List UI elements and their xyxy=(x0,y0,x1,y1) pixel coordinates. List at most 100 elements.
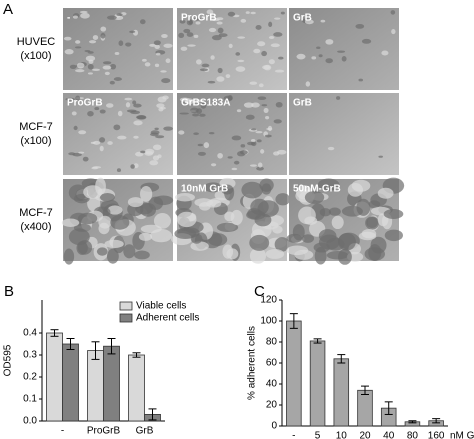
y-tick-label: 80 xyxy=(266,337,278,348)
x-tick-label: ProGrB xyxy=(87,426,121,437)
error-bar xyxy=(66,338,75,350)
cell xyxy=(273,32,283,37)
cell xyxy=(160,70,167,73)
error-bar xyxy=(408,420,417,424)
cell xyxy=(102,65,112,70)
cell xyxy=(257,96,267,100)
cell xyxy=(90,141,96,144)
cell xyxy=(165,58,171,64)
cell xyxy=(235,66,246,72)
row-label: HUVEC xyxy=(17,36,56,48)
cell xyxy=(294,249,314,260)
bar xyxy=(357,389,373,427)
error-bar xyxy=(148,408,157,421)
cell xyxy=(320,19,326,23)
cell xyxy=(364,247,386,261)
cell xyxy=(236,109,242,113)
cell xyxy=(84,50,91,53)
cell xyxy=(129,30,136,33)
cell xyxy=(144,62,151,67)
error-bar xyxy=(91,341,100,360)
image-label: ProGrB xyxy=(181,13,217,24)
cell xyxy=(116,13,123,16)
cell xyxy=(116,168,122,173)
cell xyxy=(361,38,372,44)
cell xyxy=(77,212,98,225)
cell xyxy=(197,143,204,147)
cell xyxy=(221,184,234,195)
cell xyxy=(240,18,247,23)
cell xyxy=(174,228,197,240)
cell xyxy=(187,44,196,47)
cell xyxy=(154,44,160,50)
micrograph xyxy=(63,8,173,90)
image-label: 10nM GrB xyxy=(181,184,228,195)
cell xyxy=(280,11,285,15)
cell xyxy=(231,135,242,141)
cell xyxy=(196,108,203,115)
cell xyxy=(217,27,224,34)
cell xyxy=(237,36,246,39)
cell xyxy=(318,54,323,58)
cell xyxy=(106,103,114,108)
cell xyxy=(193,132,199,136)
cell xyxy=(87,110,94,117)
cell xyxy=(211,35,222,41)
cell xyxy=(218,33,228,38)
cell xyxy=(206,9,214,15)
y-tick-label: 60 xyxy=(266,358,278,369)
cell xyxy=(127,197,144,208)
cell xyxy=(381,50,389,56)
cell xyxy=(305,81,311,87)
cell xyxy=(61,218,80,228)
cell xyxy=(377,187,394,199)
cell xyxy=(255,130,263,134)
cell xyxy=(118,40,124,46)
cell xyxy=(75,40,81,44)
x-tick-label: - xyxy=(61,426,64,437)
image-label: ProGrB xyxy=(67,98,103,109)
cell xyxy=(149,160,159,166)
cell xyxy=(208,132,215,135)
cell xyxy=(201,63,210,68)
cell xyxy=(87,72,93,75)
cell xyxy=(96,247,108,256)
cell xyxy=(262,65,271,70)
cell xyxy=(78,151,85,154)
cell xyxy=(69,64,77,69)
cell xyxy=(154,127,159,131)
bar xyxy=(333,358,350,427)
cell xyxy=(89,40,97,44)
cell xyxy=(104,71,110,76)
cell xyxy=(253,48,261,54)
cell xyxy=(390,10,396,15)
cell xyxy=(162,95,169,100)
cell xyxy=(216,21,223,25)
cell xyxy=(249,234,270,251)
cell xyxy=(106,15,117,20)
cell xyxy=(268,59,275,65)
cell xyxy=(102,61,112,65)
cell xyxy=(109,80,115,85)
x-tick-label: 40 xyxy=(383,431,395,439)
y-tick-label: 20 xyxy=(266,400,278,411)
x-tick-label: 160 xyxy=(428,431,445,439)
cell xyxy=(99,109,106,114)
cell xyxy=(347,183,364,197)
cell xyxy=(99,137,106,143)
x-tick-label: 80 xyxy=(407,431,419,439)
cell xyxy=(199,68,209,72)
cell xyxy=(355,23,365,29)
cell xyxy=(258,83,264,88)
cell xyxy=(73,125,78,131)
cell xyxy=(298,206,316,225)
cell xyxy=(85,55,96,62)
cell xyxy=(100,26,107,32)
cell xyxy=(216,222,239,232)
cell xyxy=(63,36,72,41)
cell xyxy=(211,163,217,167)
y-tick-label: 0.2 xyxy=(23,372,37,383)
cell xyxy=(261,50,268,57)
cell xyxy=(99,145,104,152)
x-tick-label: 10 xyxy=(336,431,348,439)
